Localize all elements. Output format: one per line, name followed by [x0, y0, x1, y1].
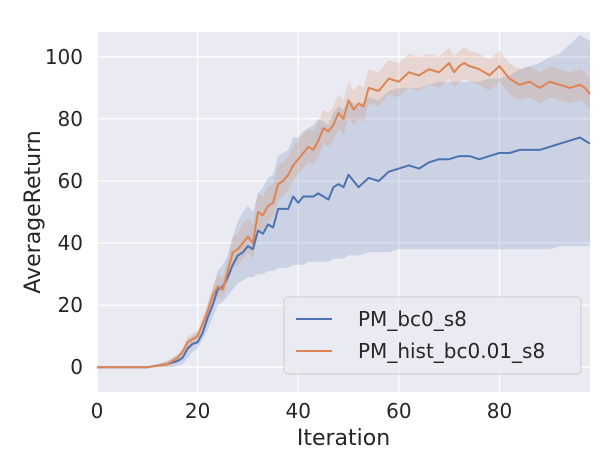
legend-label-2: PM_hist_bc0.01_s8	[358, 339, 545, 363]
y-tick-label: 60	[58, 169, 83, 193]
series-line-1	[97, 136, 591, 369]
x-tick-label: 80	[487, 399, 512, 423]
series-line-2	[97, 62, 591, 369]
y-tick-label: 20	[58, 293, 83, 317]
series-lines	[97, 62, 591, 369]
y-tick-label: 100	[45, 45, 83, 69]
x-tick-labels: 0 20 40 60 80	[91, 399, 513, 423]
y-tick-label: 40	[58, 231, 83, 255]
x-tick-label: 60	[386, 399, 411, 423]
x-tick-label: 20	[185, 399, 210, 423]
y-tick-label: 80	[58, 107, 83, 131]
x-tick-label: 40	[285, 399, 310, 423]
x-tick-label: 0	[91, 399, 104, 423]
y-tick-labels: 0 20 40 60 80 100	[45, 45, 83, 379]
legend: PM_bc0_s8 PM_hist_bc0.01_s8	[283, 296, 582, 375]
legend-label-1: PM_bc0_s8	[358, 307, 467, 331]
y-axis-label: AverageReturn	[21, 130, 46, 293]
confidence-band-1	[97, 35, 590, 368]
y-tick-label: 0	[70, 355, 83, 379]
x-axis-label: Iteration	[297, 426, 390, 451]
legend-box	[283, 296, 582, 375]
